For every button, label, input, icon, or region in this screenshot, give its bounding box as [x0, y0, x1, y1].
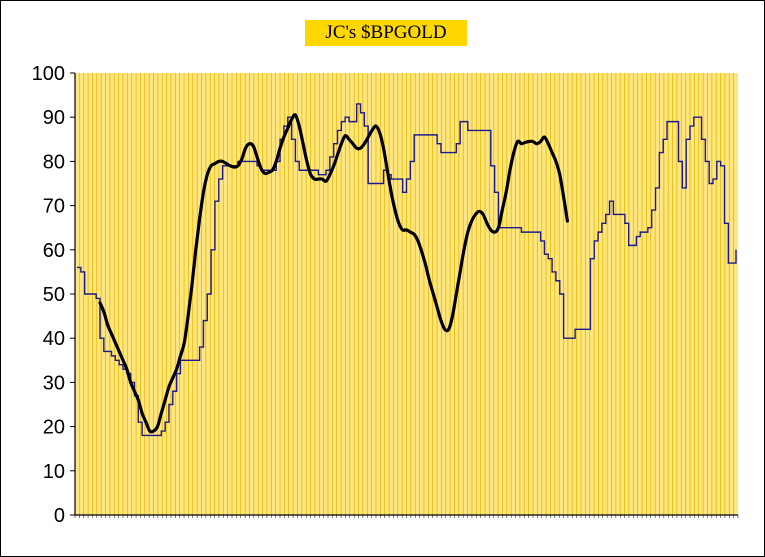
y-tick-label: 40 [43, 328, 65, 350]
series-line-bpgold [77, 103, 737, 437]
y-tick-label: 90 [43, 107, 65, 129]
y-tick-label: 100 [32, 63, 65, 85]
title-background [305, 20, 467, 46]
y-tick-label: 0 [54, 505, 65, 527]
y-tick-label: 70 [43, 196, 65, 218]
y-tick-label: 60 [43, 240, 65, 262]
y-tick-label: 20 [43, 417, 65, 439]
y-tick-label: 50 [43, 284, 65, 306]
y-tick-label: 80 [43, 151, 65, 173]
y-tick-label: 10 [43, 461, 65, 483]
series-line-bpgold_smoothed [98, 113, 570, 434]
chart-title: JC's $BPGOLD [325, 22, 447, 43]
y-tick-label: 30 [43, 372, 65, 394]
